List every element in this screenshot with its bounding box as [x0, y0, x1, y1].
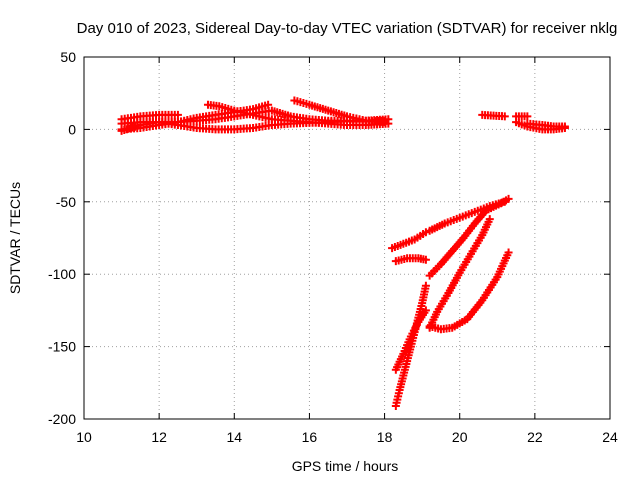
data-point [523, 112, 532, 121]
data-point [504, 248, 513, 257]
data-point [264, 100, 273, 109]
data-point [421, 281, 430, 290]
chart-title: Day 010 of 2023, Sidereal Day-to-day VTE… [77, 20, 618, 37]
data-point [500, 112, 509, 121]
data-series [523, 119, 569, 131]
data-point [504, 194, 513, 203]
x-tick-label: 20 [452, 429, 468, 445]
data-point [485, 215, 494, 224]
x-tick-label: 24 [602, 429, 618, 445]
y-tick-label: 0 [68, 121, 76, 137]
data-series [203, 100, 393, 130]
y-tick-label: -50 [56, 194, 76, 210]
data-point [380, 118, 389, 127]
data-series [425, 215, 494, 332]
x-tick-label: 16 [302, 429, 318, 445]
x-tick-label: 10 [76, 429, 92, 445]
x-tick-label: 22 [527, 429, 543, 445]
x-tick-label: 14 [226, 429, 242, 445]
data-series [425, 194, 513, 280]
data-series [391, 281, 430, 410]
y-tick-label: -100 [48, 266, 76, 282]
plot-frame [83, 56, 611, 420]
x-tick-label: 18 [377, 429, 393, 445]
tick-labels: 10 12 14 16 18 20 22 24 50 0 -50 -100 -150 -200 [48, 49, 618, 445]
data-point [421, 228, 430, 237]
data-points [117, 96, 569, 410]
y-tick-label: 50 [60, 49, 76, 65]
y-tick-label: -150 [48, 339, 76, 355]
data-point [384, 119, 393, 128]
data-point [560, 122, 569, 131]
data-point [173, 110, 182, 119]
data-point [421, 306, 430, 315]
data-series [290, 96, 389, 127]
data-series [512, 112, 532, 121]
data-point [421, 255, 430, 264]
x-tick-label: 12 [151, 429, 167, 445]
data-series [425, 248, 513, 334]
data-series [391, 254, 430, 266]
data-series [478, 110, 509, 121]
y-axis-label: SDTVAR / TECUs [7, 182, 23, 294]
x-axis-label: GPS time / hours [292, 458, 399, 474]
y-tick-label: -200 [48, 411, 76, 427]
data-series [391, 306, 430, 374]
data-series [388, 228, 430, 253]
